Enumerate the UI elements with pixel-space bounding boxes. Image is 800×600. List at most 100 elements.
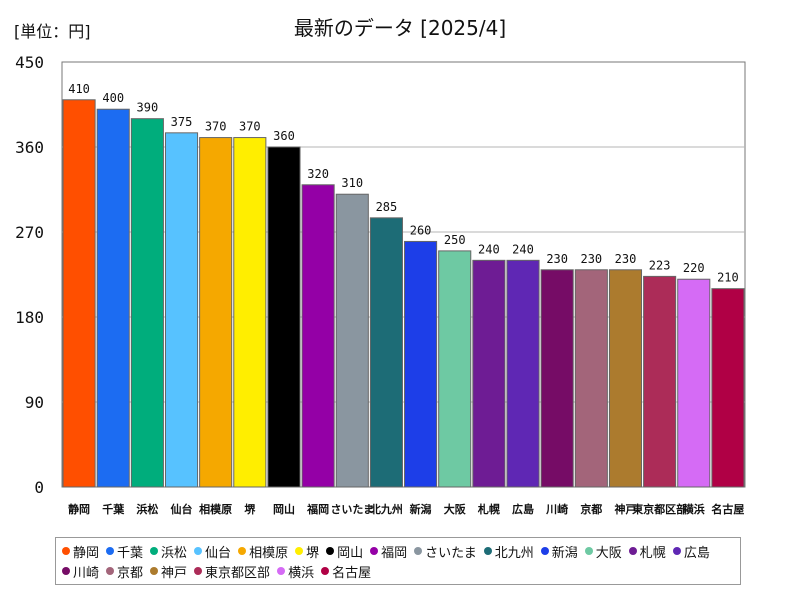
legend-label: 広島 (683, 545, 710, 561)
legend-label: 北九州 (494, 545, 534, 561)
y-tick-label: 450 (15, 53, 44, 72)
data-label: 310 (341, 176, 363, 190)
bar (438, 250, 472, 488)
bar (267, 146, 301, 488)
legend-marker (295, 547, 304, 555)
data-label: 370 (239, 120, 261, 134)
legend-marker (62, 567, 70, 575)
data-label: 240 (478, 242, 500, 256)
bar (130, 118, 164, 488)
bar (62, 99, 96, 488)
legend-item: 堺 (295, 541, 319, 561)
legend-marker (150, 547, 159, 555)
legend-label: 仙台 (205, 545, 232, 561)
bar (301, 184, 335, 488)
data-label: 320 (307, 167, 329, 181)
legend-item: 札幌 (628, 541, 666, 561)
bar (506, 259, 540, 488)
bar (369, 217, 403, 488)
legend-label: 岡山 (337, 545, 364, 561)
bar (574, 269, 608, 488)
legend-label: 浜松 (161, 545, 188, 561)
chart-title: 最新のデータ [2025/4] (293, 16, 507, 40)
y-tick-label: 90 (25, 393, 44, 412)
legend-marker (540, 547, 549, 555)
legend-marker (238, 547, 247, 555)
legend-marker (326, 547, 335, 555)
plot-area (61, 61, 746, 488)
y-tick-label: 360 (15, 138, 44, 157)
legend-marker (194, 547, 203, 555)
legend-label: 札幌 (639, 545, 666, 561)
data-label: 223 (649, 258, 671, 272)
bar (199, 137, 233, 488)
legend-label: 相模原 (249, 545, 289, 561)
legend-marker (672, 547, 681, 555)
x-tick-label: 堺 (244, 502, 256, 516)
x-tick-label: 仙台 (171, 502, 193, 516)
legend-item: 岡山 (326, 541, 363, 561)
legend-marker (106, 547, 115, 555)
legend-marker (106, 567, 115, 575)
legend-label: 横浜 (288, 565, 315, 581)
legend-item: さいたま (414, 541, 477, 561)
legend-item: 北九州 (483, 541, 534, 561)
legend-marker (150, 567, 159, 575)
x-tick-label: 福岡 (306, 502, 329, 516)
legend-item: 広島 (672, 541, 710, 561)
x-tick-label: 浜松 (136, 502, 158, 516)
unit-label: [単位：円] (14, 22, 91, 41)
bar (96, 108, 130, 488)
legend-item: 浜松 (150, 541, 187, 561)
legend-item: 横浜 (277, 561, 314, 581)
bar (711, 288, 745, 488)
bar (233, 137, 267, 488)
legend-item: 京都 (106, 561, 143, 581)
legend-item: 神戸 (150, 561, 187, 581)
legend-label: 川崎 (73, 565, 100, 581)
x-tick-label: 新潟 (410, 502, 432, 516)
data-label: 250 (444, 233, 466, 247)
data-label: 390 (137, 101, 159, 115)
data-label: 285 (376, 200, 398, 214)
chart-legend: 静岡 千葉 浜松 仙台 相模原 堺 岡山 福岡 さいたま 北九州 新潟 大阪 札幌 広島 川崎 京都 神戸 東京都… (55, 537, 741, 585)
data-label: 260 (410, 223, 432, 237)
bar (608, 269, 643, 488)
legend-label: 東京都区部 (205, 565, 271, 581)
x-tick-label: 広島 (512, 502, 534, 516)
legend-marker (628, 547, 637, 555)
x-tick-label: 名古屋 (711, 502, 744, 516)
x-tick-label: 神戸 (614, 502, 636, 516)
legend-item: 新潟 (540, 541, 578, 561)
x-tick-label: 岡山 (273, 502, 295, 516)
legend-label: 福岡 (381, 545, 408, 561)
data-label: 410 (68, 82, 90, 96)
data-label: 220 (683, 261, 705, 275)
data-label: 230 (615, 252, 637, 266)
x-tick-label: 横浜 (683, 502, 705, 516)
x-tick-label: 千葉 (102, 502, 125, 516)
legend-label: 堺 (306, 545, 320, 561)
data-label: 400 (102, 91, 124, 105)
data-label: 210 (717, 271, 739, 285)
data-label: 360 (273, 129, 295, 143)
legend-label: 名古屋 (332, 565, 372, 581)
x-tick-label: 大阪 (444, 502, 467, 516)
x-tick-label: 札幌 (477, 502, 500, 516)
bar (404, 240, 438, 488)
bar (335, 193, 369, 488)
data-label: 230 (546, 252, 568, 266)
data-label: 370 (205, 120, 227, 134)
legend-item: 東京都区部 (194, 561, 270, 581)
legend-item: 千葉 (106, 541, 143, 561)
data-label: 240 (512, 242, 534, 256)
x-tick-label: さいたま (330, 503, 374, 516)
legend-label: 千葉 (117, 545, 144, 561)
x-tick-label: 京都 (580, 502, 602, 516)
legend-marker (584, 547, 593, 555)
x-tick-label: 相模原 (199, 502, 232, 516)
y-tick-label: 0 (34, 478, 44, 497)
y-tick-label: 270 (15, 223, 44, 242)
legend-marker (194, 567, 203, 575)
